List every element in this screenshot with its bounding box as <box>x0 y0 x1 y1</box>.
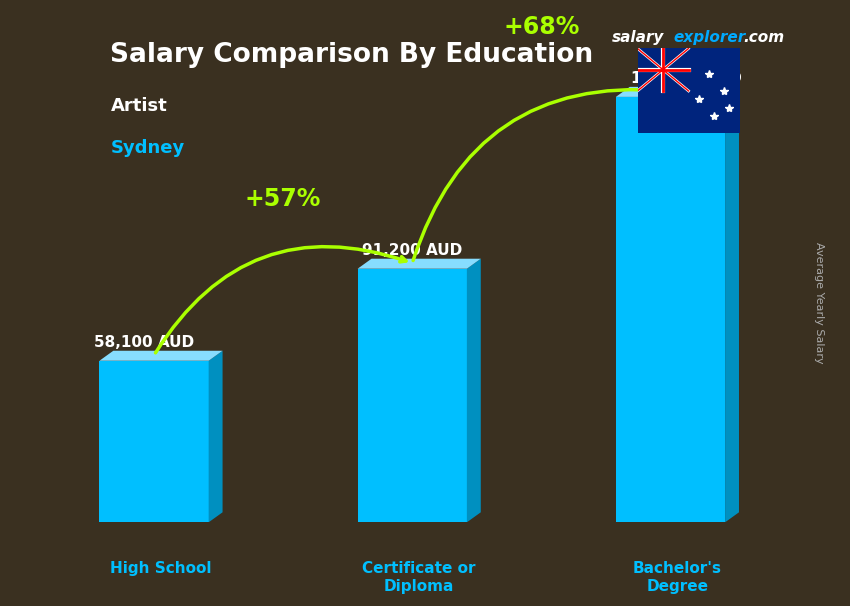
Polygon shape <box>358 259 481 268</box>
Text: .com: .com <box>743 30 784 45</box>
Text: 153,000 AUD: 153,000 AUD <box>631 71 742 86</box>
Polygon shape <box>616 97 725 522</box>
Polygon shape <box>99 361 208 522</box>
Text: 91,200 AUD: 91,200 AUD <box>362 242 462 258</box>
Polygon shape <box>208 351 223 522</box>
Text: +68%: +68% <box>503 15 580 39</box>
Text: Salary Comparison By Education: Salary Comparison By Education <box>110 42 593 68</box>
Bar <box>638 48 688 91</box>
Text: explorer: explorer <box>673 30 745 45</box>
Text: Artist: Artist <box>110 97 167 115</box>
Text: High School: High School <box>110 561 212 576</box>
Text: Certificate or
Diploma: Certificate or Diploma <box>362 561 476 594</box>
Text: 58,100 AUD: 58,100 AUD <box>94 335 194 350</box>
Polygon shape <box>99 351 223 361</box>
Polygon shape <box>725 87 739 522</box>
Text: Bachelor's
Degree: Bachelor's Degree <box>633 561 722 594</box>
Polygon shape <box>467 259 481 522</box>
Polygon shape <box>616 87 739 97</box>
Text: +57%: +57% <box>245 187 321 211</box>
Text: Average Yearly Salary: Average Yearly Salary <box>814 242 824 364</box>
Text: salary: salary <box>612 30 665 45</box>
Text: Sydney: Sydney <box>110 139 184 158</box>
Polygon shape <box>358 268 467 522</box>
